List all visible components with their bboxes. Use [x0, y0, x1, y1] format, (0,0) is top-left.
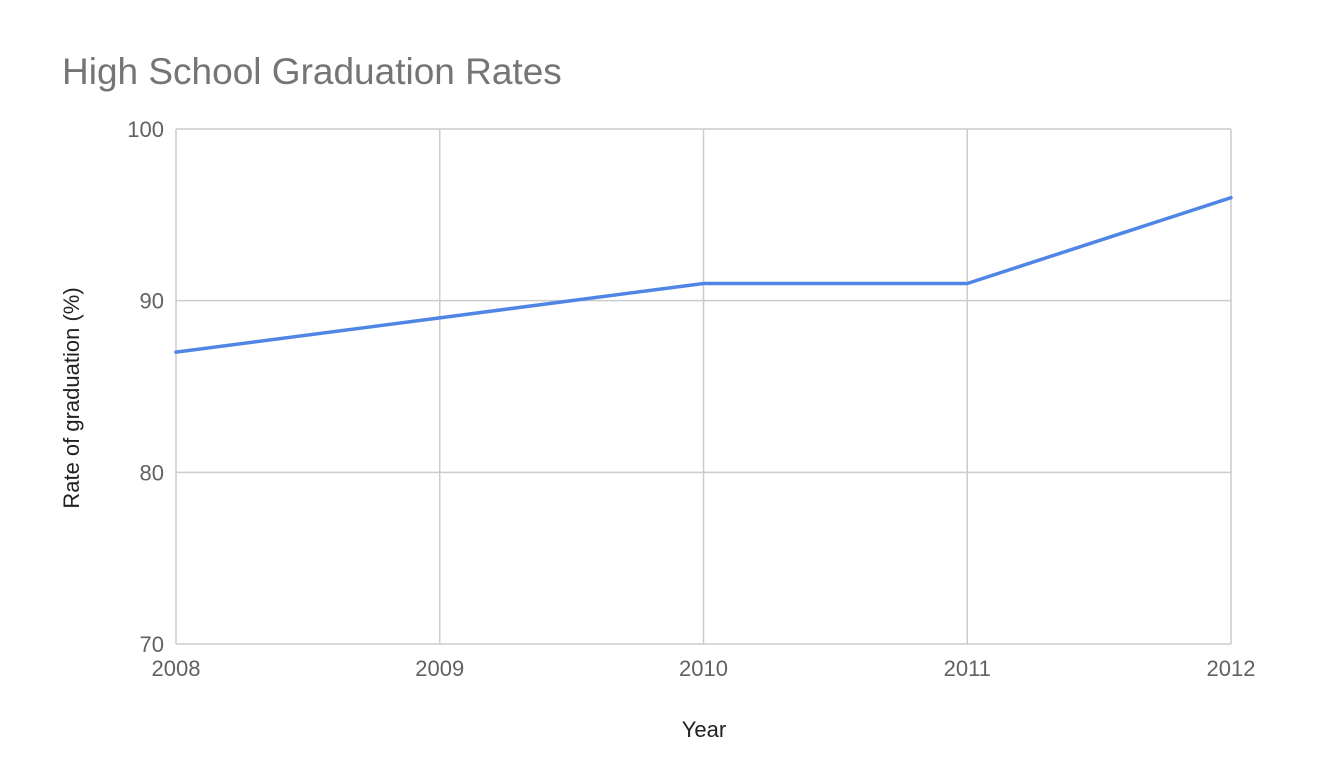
x-axis-ticks: 2008 2009 2010 2011 2012 [152, 656, 1256, 681]
y-axis-ticks: 70 80 90 100 [127, 117, 164, 657]
gridlines [175, 128, 1232, 645]
x-tick-label: 2012 [1207, 656, 1256, 681]
y-tick-label: 70 [140, 632, 164, 657]
y-tick-label: 90 [140, 289, 164, 314]
series-lines [174, 195, 1233, 354]
x-tick-label: 2010 [679, 656, 728, 681]
x-axis-label: Year [682, 717, 726, 742]
y-tick-label: 80 [140, 460, 164, 485]
x-tick-label: 2009 [415, 656, 464, 681]
y-axis-label: Rate of graduation (%) [59, 287, 84, 508]
series-line [174, 195, 1233, 354]
x-tick-label: 2011 [944, 656, 991, 681]
x-tick-label: 2008 [152, 656, 201, 681]
y-tick-label: 100 [127, 117, 164, 142]
chart-title: High School Graduation Rates [62, 51, 562, 92]
